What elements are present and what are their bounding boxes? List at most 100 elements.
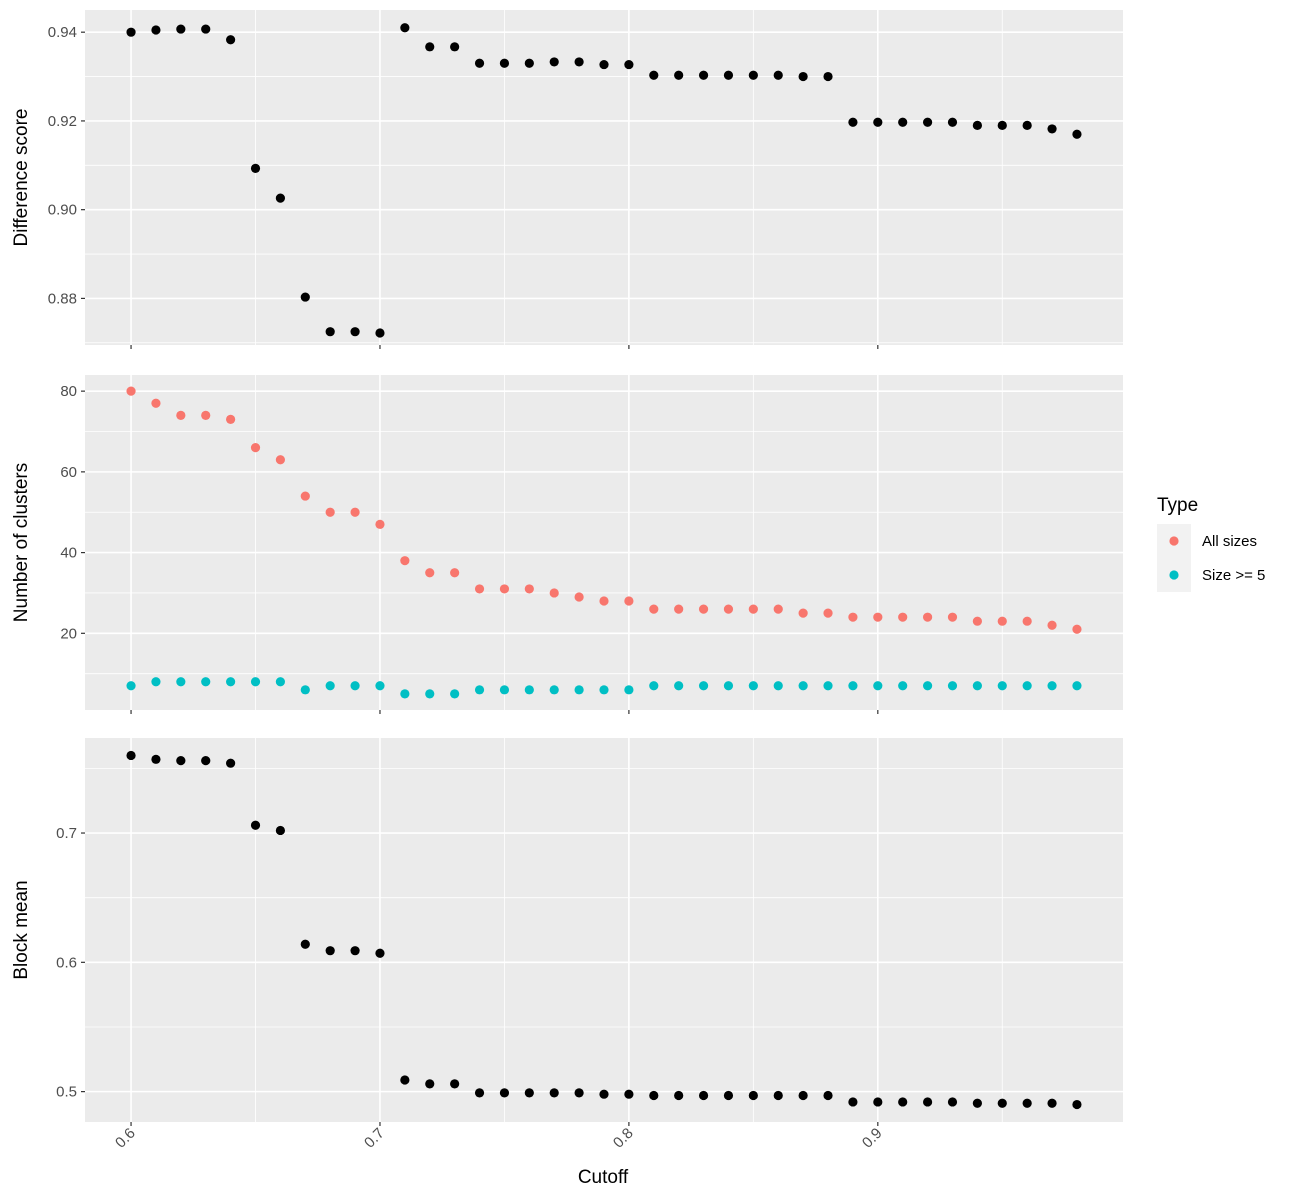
data-point (400, 23, 410, 33)
series-points (126, 23, 1082, 338)
data-point (873, 117, 883, 127)
data-point (275, 825, 286, 836)
y-tick-label: 0.88 (48, 290, 77, 307)
data-point (798, 681, 808, 691)
data-point (574, 685, 584, 695)
data-point (748, 1090, 758, 1101)
data-point (350, 327, 360, 337)
data-point (176, 410, 186, 420)
y-tick-label: 0.92 (48, 113, 77, 130)
data-point (599, 1089, 609, 1099)
legend-title: Type (1157, 495, 1198, 516)
y-tick-label: 0.5 (56, 1084, 77, 1101)
data-point (823, 608, 833, 618)
data-point (947, 117, 958, 127)
data-point (151, 754, 161, 764)
data-point (723, 70, 734, 80)
data-point (300, 685, 310, 695)
data-point (1022, 1098, 1032, 1108)
data-point (698, 604, 709, 614)
data-point (972, 1098, 982, 1108)
data-point (674, 681, 684, 691)
data-point (624, 596, 634, 606)
data-point (425, 689, 435, 699)
data-point (922, 117, 933, 127)
data-point (201, 410, 211, 420)
x-tick-label: 0.8 (610, 1125, 637, 1152)
data-point (474, 584, 485, 594)
y-axis-title: Block mean (11, 880, 32, 979)
panel-background (85, 375, 1123, 710)
panel-background (85, 738, 1123, 1122)
data-point (151, 677, 161, 687)
data-point (599, 685, 609, 695)
data-point (723, 681, 734, 691)
data-point (649, 1090, 659, 1101)
panel-block-mean: 0.5 0.6 0.7 Block mean (11, 738, 1123, 1126)
data-point (450, 568, 460, 578)
data-point (425, 568, 435, 578)
data-point (997, 681, 1007, 691)
data-point (1072, 681, 1082, 691)
data-point (275, 193, 286, 203)
data-point (375, 328, 385, 338)
x-tick-label: 0.7 (361, 1125, 388, 1152)
data-point (226, 414, 236, 424)
data-point (375, 948, 385, 958)
data-point (947, 1097, 958, 1107)
legend-item: Size >= 5 (1157, 558, 1265, 592)
data-point (698, 1090, 709, 1101)
data-point (1022, 616, 1032, 626)
data-point (226, 677, 236, 687)
data-point (773, 604, 783, 614)
data-point (674, 604, 684, 614)
data-point (350, 507, 360, 517)
data-point (1022, 681, 1032, 691)
y-tick-label: 60 (60, 464, 77, 481)
data-point (698, 70, 709, 80)
data-point (773, 681, 783, 691)
x-axis: Cutoff 0.6 0.7 0.8 0.9 (112, 1125, 886, 1188)
data-point (524, 584, 534, 594)
data-point (126, 386, 136, 396)
data-point (898, 681, 908, 691)
data-point (151, 25, 161, 35)
data-point (300, 292, 310, 302)
data-point (425, 1079, 435, 1089)
data-point (947, 681, 958, 691)
data-point (375, 519, 385, 529)
data-point (350, 946, 360, 956)
data-point (450, 689, 460, 699)
data-point (848, 1097, 858, 1107)
data-point (474, 685, 485, 695)
legend-swatch (1169, 570, 1179, 580)
data-point (176, 756, 186, 766)
x-tick-label: 0.6 (112, 1125, 139, 1152)
data-point (499, 1088, 510, 1098)
y-axis-title: Difference score (11, 109, 32, 247)
data-point (823, 681, 833, 691)
y-tick-label: 40 (60, 545, 77, 562)
data-point (226, 35, 236, 45)
data-point (201, 677, 211, 687)
x-axis-title: Cutoff (578, 1167, 629, 1188)
data-point (325, 681, 335, 691)
data-point (997, 1098, 1007, 1108)
data-point (549, 685, 559, 695)
data-point (250, 677, 261, 687)
legend: Type All sizes Size >= 5 (1157, 495, 1265, 592)
data-point (250, 820, 261, 830)
data-point (201, 756, 211, 766)
data-point (599, 59, 609, 70)
legend-label: Size >= 5 (1202, 567, 1265, 584)
data-point (1047, 1098, 1057, 1108)
data-point (275, 455, 286, 465)
data-point (126, 750, 136, 761)
data-point (848, 612, 858, 622)
data-point (400, 689, 410, 699)
series-size-5 (126, 677, 1082, 699)
data-point (474, 58, 485, 68)
data-point (873, 1097, 883, 1107)
data-point (947, 612, 958, 622)
